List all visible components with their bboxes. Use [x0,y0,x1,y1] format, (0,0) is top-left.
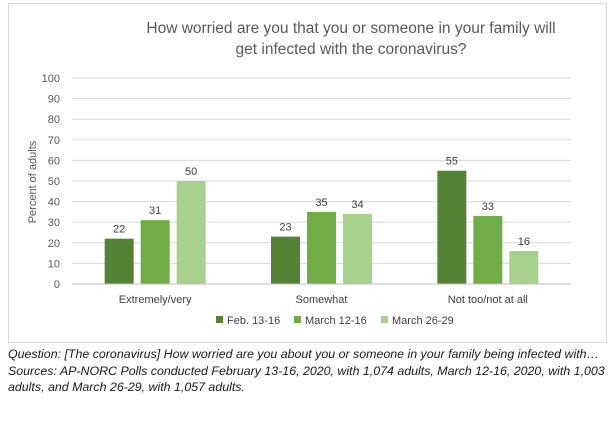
bar [307,211,336,284]
legend-swatch [216,316,223,323]
y-tick-label: 40 [48,197,60,209]
y-tick-label: 60 [48,155,60,167]
data-label: 33 [482,201,494,213]
bar [271,236,300,284]
y-tick-label: 50 [48,176,60,188]
data-label: 23 [279,222,291,234]
x-category-label: Not too/not at all [448,294,528,306]
bar [437,170,467,284]
axes: 0 10 20 30 40 50 60 70 80 90 100 Extremely/very Some… [42,73,571,306]
data-label: 50 [185,166,197,178]
legend-swatch [294,316,301,323]
y-tick-label: 70 [48,135,60,147]
y-tick-label: 0 [54,279,60,291]
data-label: 16 [518,236,530,248]
y-tick-label: 80 [48,114,60,126]
bar [343,213,372,284]
legend-label: Feb. 13-16 [227,315,280,327]
data-label: 22 [113,224,125,236]
data-label: 34 [351,199,363,211]
y-tick-label: 100 [42,73,60,85]
data-labels: 22 31 50 23 35 34 55 33 16 [113,156,530,248]
chart-frame: How worried are you that you or someone … [8,3,607,343]
y-tick-label: 20 [48,238,60,250]
bar [176,181,206,284]
x-category-label: Somewhat [296,294,348,306]
chart-title-line-1: How worried are you that you or someone … [146,20,555,37]
y-tick-label: 30 [48,217,60,229]
legend: Feb. 13-16 March 12-16 March 26-29 [216,315,454,327]
question-note: Question: [The coronavirus] How worried … [8,347,599,361]
x-category-label: Extremely/very [119,294,192,306]
data-label: 31 [149,205,161,217]
legend-label: March 12-16 [305,315,367,327]
sources-note: Sources: AP-NORC Polls conducted Februar… [8,363,605,395]
legend-label: March 26-29 [392,315,454,327]
bar [140,220,170,284]
y-tick-label: 90 [48,94,60,106]
bars [104,170,539,284]
bar [473,216,503,284]
chart-notes: Question: [The coronavirus] How worried … [8,346,608,396]
y-axis-label: Percent of adults [27,140,39,223]
data-label: 35 [315,197,327,209]
chart-title-line-2: get infected with the coronavirus? [236,41,467,58]
bar [104,238,134,284]
data-label: 55 [446,156,458,168]
bar [509,251,539,284]
legend-swatch [381,316,388,323]
y-tick-label: 10 [48,258,60,270]
chart: How worried are you that you or someone … [27,20,571,327]
